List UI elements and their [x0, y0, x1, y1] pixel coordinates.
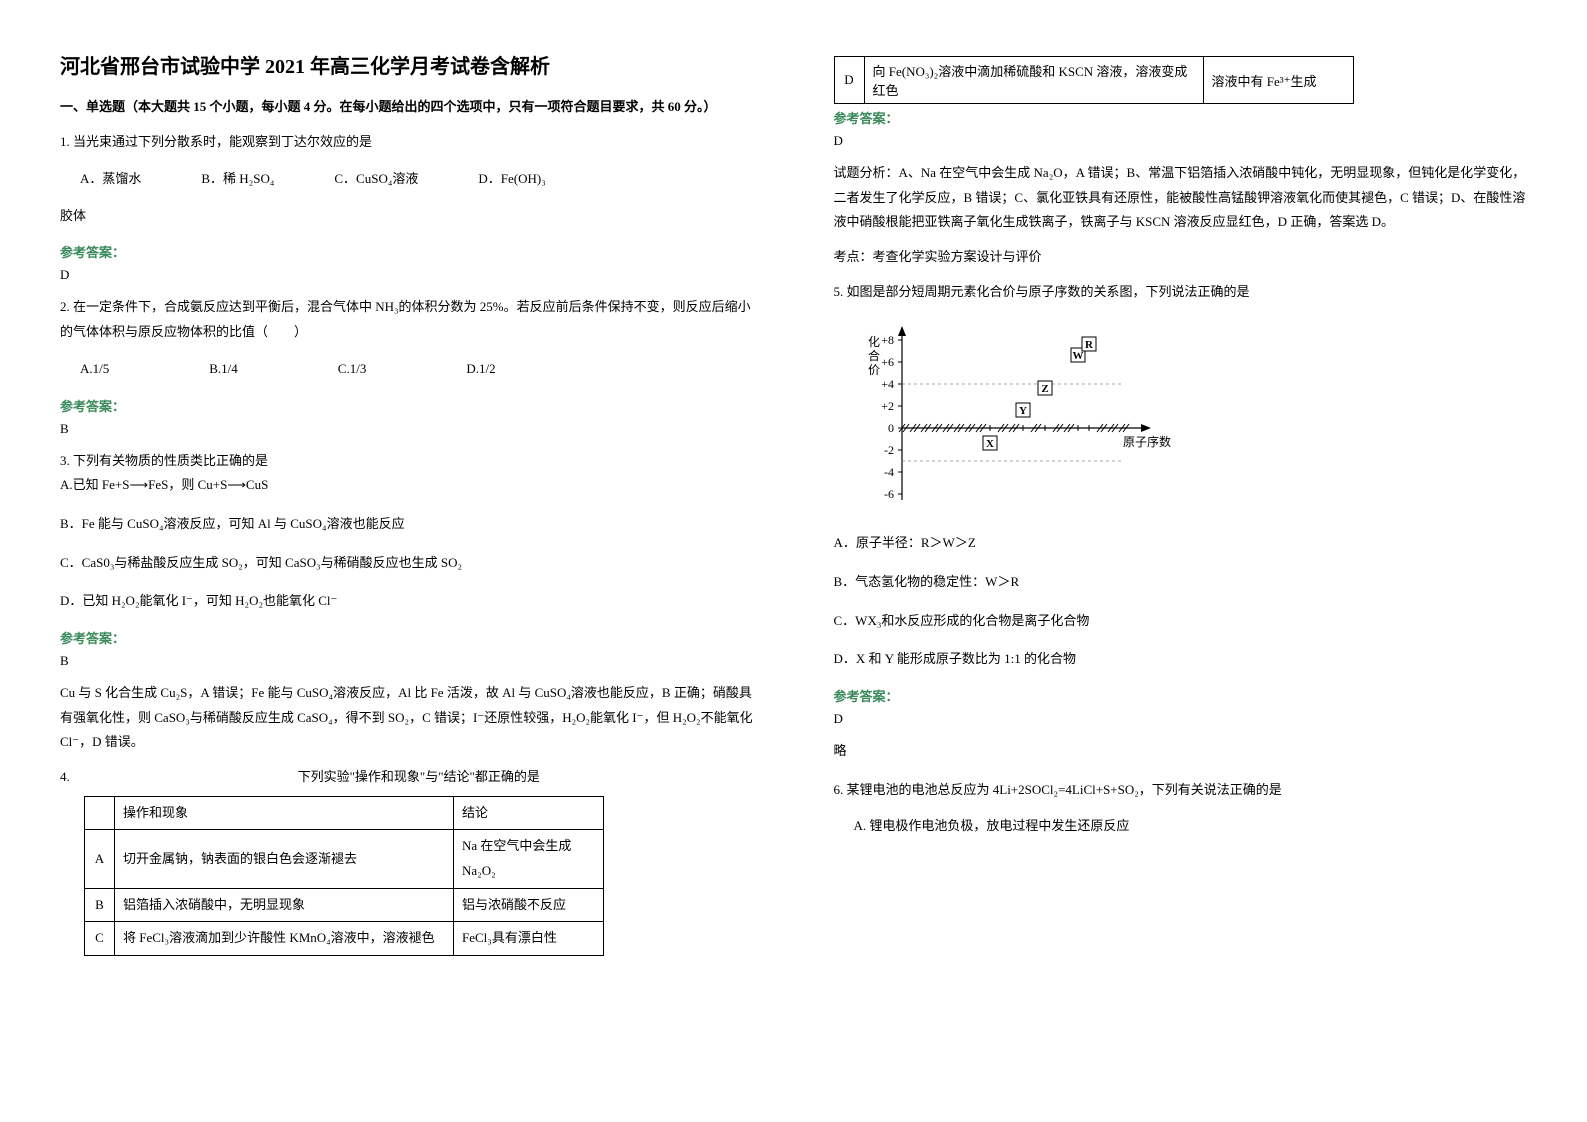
- q5-optC: C．WX₃和水反应形成的化合物是离子化合物: [834, 609, 1528, 634]
- table-row: C 将 FeCl₃溶液滴加到少许酸性 KMnO₄溶液中，溶液褪色 FeCl₃具有…: [85, 922, 604, 956]
- q4-stem: 下列实验"操作和现象"与"结论"都正确的是: [84, 765, 754, 790]
- cell-id: D: [834, 57, 864, 104]
- svg-text:0: 0: [888, 421, 894, 435]
- q1-optD: D．Fe(OH)₃: [478, 167, 545, 192]
- q2-optB: B.1/4: [209, 357, 238, 382]
- svg-text:价: 价: [868, 363, 880, 377]
- q2-answer: B: [60, 421, 754, 437]
- question-3: 3. 下列有关物质的性质类比正确的是 A.已知 Fe+S⟶FeS，则 Cu+S⟶…: [60, 449, 754, 614]
- q4-point: 考点：考查化学实验方案设计与评价: [834, 245, 1528, 270]
- chart-svg: -6 -4 -2 0 +2 +4 +6 +8 X Y Z WR 化合价原子序数: [854, 316, 1194, 506]
- table-row: B 铝箔插入浓硝酸中，无明显现象 铝与浓硝酸不反应: [85, 888, 604, 922]
- th-res: 结论: [454, 796, 604, 830]
- q1-answer: D: [60, 267, 754, 283]
- q5-chart: -6 -4 -2 0 +2 +4 +6 +8 X Y Z WR 化合价原子序数: [854, 316, 1528, 515]
- svg-text:-2: -2: [884, 443, 894, 457]
- svg-text:原子序数: 原子序数: [1123, 434, 1171, 449]
- q1-tail: 胶体: [60, 204, 754, 229]
- svg-text:-4: -4: [884, 465, 894, 479]
- cell-id: A: [85, 830, 115, 888]
- question-4: 4. 下列实验"操作和现象"与"结论"都正确的是 操作和现象 结论 A 切开金属…: [60, 765, 754, 956]
- table-row: D 向 Fe(NO₃)₂溶液中滴加稀硫酸和 KSCN 溶液，溶液变成红色 溶液中…: [834, 57, 1353, 104]
- question-6: 6. 某锂电池的电池总反应为 4Li+2SOCl₂=4LiCl+S+SO₂，下列…: [834, 778, 1528, 839]
- svg-text:+2: +2: [881, 399, 894, 413]
- question-2: 2. 在一定条件下，合成氨反应达到平衡后，混合气体中 NH₃的体积分数为 25%…: [60, 295, 754, 381]
- q1-stem: 1. 当光束通过下列分散系时，能观察到丁达尔效应的是: [60, 130, 754, 155]
- cell-res: Na 在空气中会生成 Na₂O₂: [454, 830, 604, 888]
- th-op: 操作和现象: [115, 796, 454, 830]
- q3-answer: B: [60, 653, 754, 669]
- q1-optC: C．CuSO₄溶液: [334, 167, 418, 192]
- q3-explain: Cu 与 S 化合生成 Cu₂S，A 错误；Fe 能与 CuSO₄溶液反应，Al…: [60, 681, 754, 755]
- answer-label: 参考答案：: [60, 242, 754, 261]
- svg-text:Y: Y: [1019, 405, 1027, 417]
- th-blank: [85, 796, 115, 830]
- q6-optA: A. 锂电极作电池负极，放电过程中发生还原反应: [854, 814, 1528, 839]
- svg-text:化: 化: [868, 335, 880, 349]
- table-header-row: 操作和现象 结论: [85, 796, 604, 830]
- cell-id: B: [85, 888, 115, 922]
- question-1: 1. 当光束通过下列分散系时，能观察到丁达尔效应的是 A．蒸馏水 B．稀 H₂S…: [60, 130, 754, 228]
- answer-label: 参考答案：: [60, 628, 754, 647]
- q1-optA: A．蒸馏水: [80, 167, 141, 192]
- cell-res: FeCl₃具有漂白性: [454, 922, 604, 956]
- q1-optB: B．稀 H₂SO₄: [201, 167, 274, 192]
- q3-optB: B．Fe 能与 CuSO₄溶液反应，可知 Al 与 CuSO₄溶液也能反应: [60, 512, 754, 537]
- q4-table: 操作和现象 结论 A 切开金属钠，钠表面的银白色会逐渐褪去 Na 在空气中会生成…: [84, 796, 604, 956]
- q5-explain: 略: [834, 739, 1528, 764]
- svg-text:+4: +4: [881, 377, 894, 391]
- q4-number: 4.: [60, 765, 84, 790]
- q5-optA: A．原子半径：R＞W＞Z: [834, 531, 1528, 556]
- answer-label: 参考答案：: [834, 686, 1528, 705]
- q2-optD: D.1/2: [466, 357, 495, 382]
- q4-table-continued: D 向 Fe(NO₃)₂溶液中滴加稀硫酸和 KSCN 溶液，溶液变成红色 溶液中…: [834, 56, 1354, 104]
- svg-text:W: W: [1072, 350, 1083, 362]
- table-row: A 切开金属钠，钠表面的银白色会逐渐褪去 Na 在空气中会生成 Na₂O₂: [85, 830, 604, 888]
- q5-optB: B．气态氢化物的稳定性：W＞R: [834, 570, 1528, 595]
- cell-op: 铝箔插入浓硝酸中，无明显现象: [115, 888, 454, 922]
- q2-optA: A.1/5: [80, 357, 109, 382]
- q3-stem: 3. 下列有关物质的性质类比正确的是: [60, 449, 754, 474]
- cell-res: 溶液中有 Fe³⁺生成: [1203, 57, 1353, 104]
- question-5: 5. 如图是部分短周期元素化合价与原子序数的关系图，下列说法正确的是 -6-4-…: [834, 280, 1528, 672]
- svg-text:+8: +8: [881, 333, 894, 347]
- q2-optC: C.1/3: [338, 357, 367, 382]
- answer-label: 参考答案：: [60, 396, 754, 415]
- q2-options: A.1/5 B.1/4 C.1/3 D.1/2: [80, 357, 754, 382]
- cell-op: 切开金属钠，钠表面的银白色会逐渐褪去: [115, 830, 454, 888]
- svg-text:Z: Z: [1041, 383, 1048, 395]
- q3-optC: C．CaS0₃与稀盐酸反应生成 SO₂，可知 CaSO₃与稀硝酸反应也生成 SO…: [60, 551, 754, 576]
- cell-op: 向 Fe(NO₃)₂溶液中滴加稀硫酸和 KSCN 溶液，溶液变成红色: [864, 57, 1203, 104]
- section-heading: 一、单选题（本大题共 15 个小题，每小题 4 分。在每小题给出的四个选项中，只…: [60, 95, 754, 118]
- page-title: 河北省邢台市试验中学 2021 年高三化学月考试卷含解析: [60, 50, 754, 79]
- svg-text:合: 合: [868, 348, 880, 363]
- q3-optA: A.已知 Fe+S⟶FeS，则 Cu+S⟶CuS: [60, 473, 754, 498]
- svg-text:+6: +6: [881, 355, 894, 369]
- svg-text:-6: -6: [884, 487, 894, 501]
- q5-answer: D: [834, 711, 1528, 727]
- q2-stem: 2. 在一定条件下，合成氨反应达到平衡后，混合气体中 NH₃的体积分数为 25%…: [60, 295, 754, 344]
- q5-optD: D．X 和 Y 能形成原子数比为 1:1 的化合物: [834, 647, 1528, 672]
- cell-res: 铝与浓硝酸不反应: [454, 888, 604, 922]
- svg-text:R: R: [1085, 339, 1094, 351]
- svg-text:X: X: [986, 438, 994, 450]
- cell-id: C: [85, 922, 115, 956]
- q4-explain: 试题分析：A、Na 在空气中会生成 Na₂O，A 错误；B、常温下铝箔插入浓硝酸…: [834, 161, 1528, 235]
- q4-answer: D: [834, 133, 1528, 149]
- q5-stem: 5. 如图是部分短周期元素化合价与原子序数的关系图，下列说法正确的是: [834, 280, 1528, 305]
- answer-label: 参考答案：: [834, 108, 1528, 127]
- cell-op: 将 FeCl₃溶液滴加到少许酸性 KMnO₄溶液中，溶液褪色: [115, 922, 454, 956]
- q1-options: A．蒸馏水 B．稀 H₂SO₄ C．CuSO₄溶液 D．Fe(OH)₃: [80, 167, 754, 192]
- q3-optD: D．已知 H₂O₂能氧化 I⁻，可知 H₂O₂也能氧化 Cl⁻: [60, 589, 754, 614]
- q6-stem: 6. 某锂电池的电池总反应为 4Li+2SOCl₂=4LiCl+S+SO₂，下列…: [834, 778, 1528, 803]
